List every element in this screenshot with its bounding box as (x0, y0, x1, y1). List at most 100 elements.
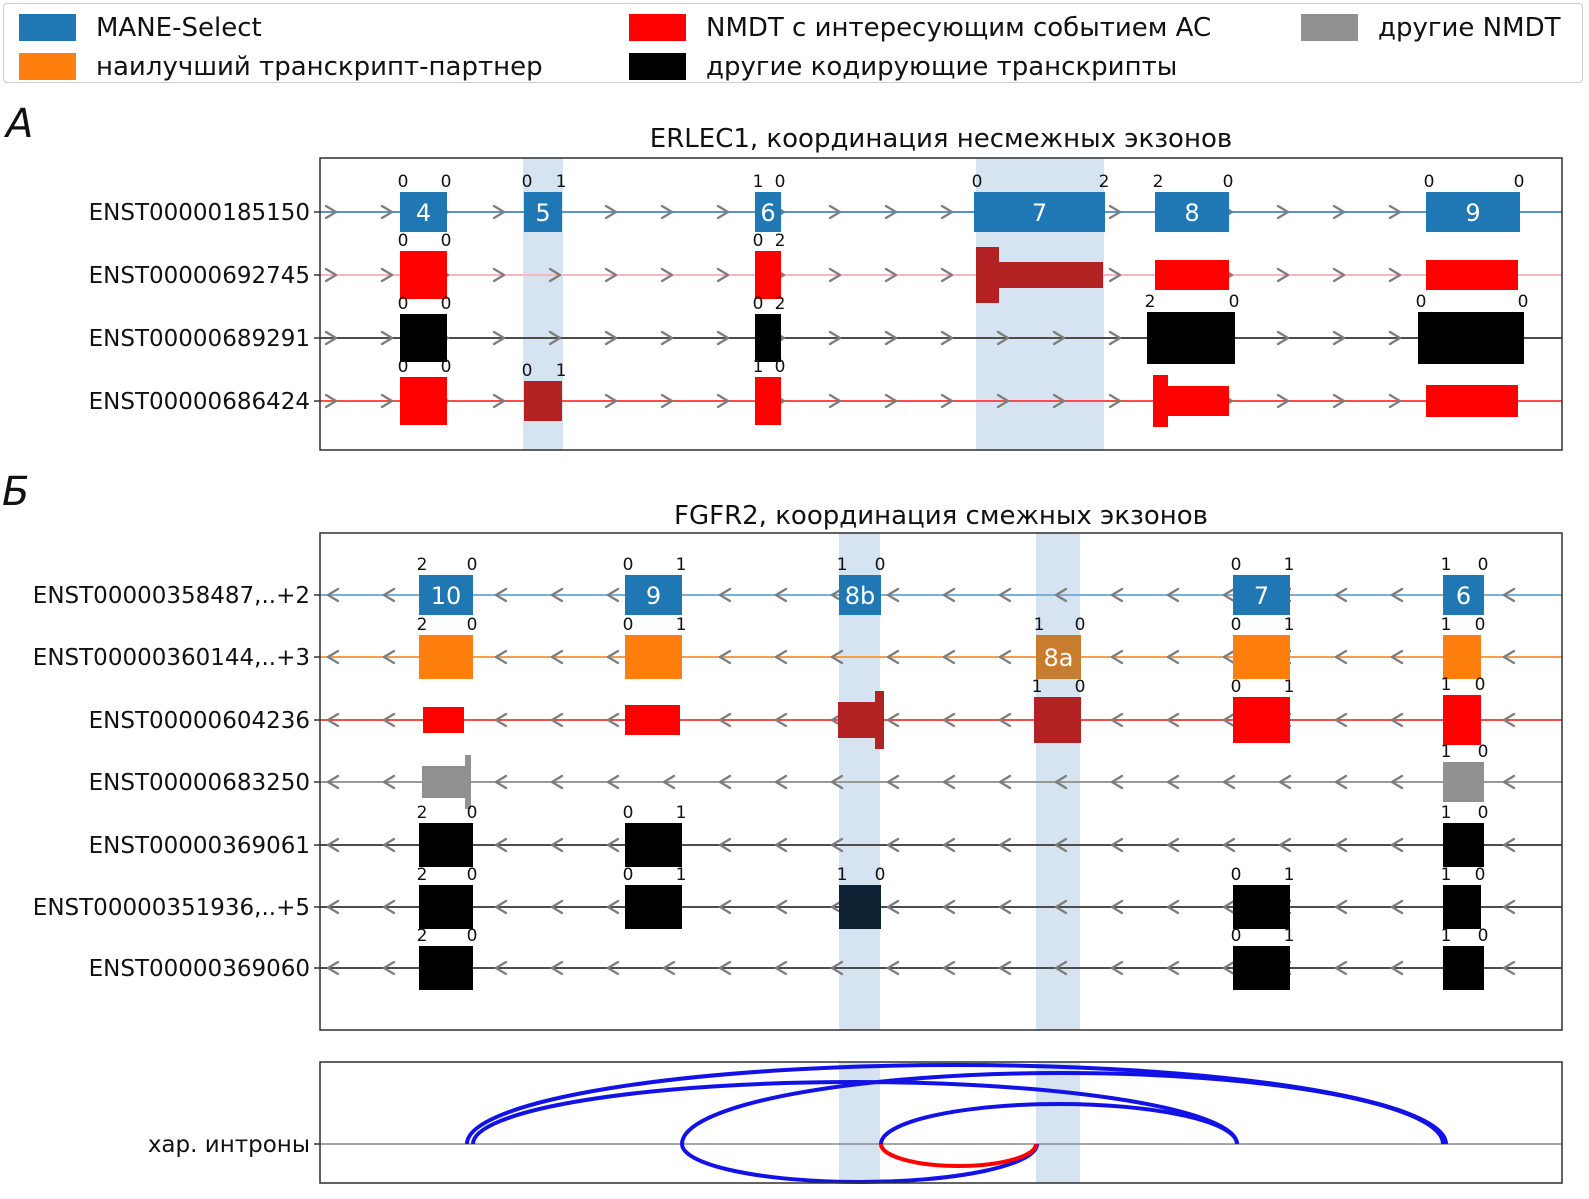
exon-count-left: 1 (1034, 615, 1045, 635)
exon-count-left: 0 (1231, 615, 1242, 635)
strand-arrow-icon (550, 837, 564, 853)
strand-arrow-icon (1222, 899, 1236, 915)
exon (419, 823, 473, 867)
exon (755, 251, 781, 299)
strand-arrow-icon (380, 204, 394, 220)
strand-arrow-icon (940, 267, 954, 283)
strand-arrow-icon (718, 960, 732, 976)
exon-count-right: 1 (1284, 555, 1295, 575)
strand-arrow-icon (382, 960, 396, 976)
exon-count-right: 0 (1075, 677, 1086, 697)
strand-arrow-icon (718, 774, 732, 790)
strand-arrow-icon (380, 267, 394, 283)
strand-arrow-icon (1334, 774, 1348, 790)
exon-count-right: 1 (676, 865, 687, 885)
strand-arrow-icon (1110, 712, 1124, 728)
strand-arrow-icon (606, 712, 620, 728)
exon-count-left: 0 (398, 294, 409, 314)
exon (1233, 885, 1290, 929)
strand-arrow-icon (1390, 837, 1404, 853)
exon (422, 766, 469, 798)
exon-label: 5 (535, 199, 550, 227)
strand-arrow-icon (1390, 712, 1404, 728)
strand-arrow-icon (382, 587, 396, 603)
strand-arrow-icon (942, 837, 956, 853)
exon-count-left: 1 (1441, 926, 1452, 946)
strand-arrow-icon (1054, 587, 1068, 603)
strand-arrow-icon (886, 649, 900, 665)
exon-count-left: 0 (1416, 292, 1427, 312)
strand-arrow-icon (1390, 587, 1404, 603)
exon-count-right: 0 (775, 357, 786, 377)
strand-arrow-icon (1054, 960, 1068, 976)
strand-arrow-icon (660, 330, 674, 346)
strand-arrow-icon (998, 587, 1012, 603)
strand-arrow-icon (1334, 587, 1348, 603)
exon (1153, 375, 1168, 427)
strand-arrow-icon (550, 899, 564, 915)
exon-label: 9 (1465, 199, 1480, 227)
strand-arrow-icon (774, 774, 788, 790)
exon (755, 192, 781, 232)
exon-count-right: 0 (1478, 803, 1489, 823)
exon-count-right: 0 (467, 865, 478, 885)
legend-item-nmdt-event: NMDT с интересующим событием AC (629, 14, 1211, 41)
strand-arrow-icon (1502, 960, 1516, 976)
strand-arrow-icon (1110, 899, 1124, 915)
strand-arrow-icon (998, 774, 1012, 790)
exon-count-right: 0 (467, 615, 478, 635)
exon-count-right: 0 (1475, 615, 1486, 635)
exon-count-left: 2 (1153, 172, 1164, 192)
strand-arrow-icon (326, 649, 340, 665)
exon (875, 691, 884, 749)
strand-arrow-icon (1334, 649, 1348, 665)
strand-arrow-icon (886, 837, 900, 853)
strand-arrow-icon (716, 330, 730, 346)
strand-arrow-icon (1108, 393, 1122, 409)
strand-arrow-icon (1388, 393, 1402, 409)
strand-arrow-icon (1222, 587, 1236, 603)
strand-arrow-icon (886, 960, 900, 976)
exon-count-right: 1 (676, 555, 687, 575)
exon (625, 575, 682, 615)
exon (419, 946, 473, 990)
transcript-label: ENST00000369061 (89, 833, 310, 859)
strand-arrow-icon (1390, 774, 1404, 790)
exon (1443, 695, 1481, 745)
exon (1443, 823, 1484, 867)
strand-arrow-icon (1332, 267, 1346, 283)
strand-arrow-icon (326, 774, 340, 790)
strand-arrow-icon (1110, 587, 1124, 603)
strand-arrow-icon (1390, 899, 1404, 915)
strand-arrow-icon (1052, 393, 1066, 409)
strand-arrow-icon (606, 649, 620, 665)
strand-arrow-icon (1390, 649, 1404, 665)
exon (1036, 635, 1081, 679)
exon-count-right: 0 (875, 555, 886, 575)
exon-count-right: 0 (441, 294, 452, 314)
exon-count-right: 0 (441, 231, 452, 251)
exon (524, 192, 562, 232)
exon (974, 192, 1105, 232)
exon-count-left: 0 (972, 172, 983, 192)
strand-arrow-icon (1388, 267, 1402, 283)
exon-count-left: 0 (1231, 865, 1242, 885)
strand-arrow-icon (718, 587, 732, 603)
strand-arrow-icon (716, 393, 730, 409)
legend: MANE-Select наилучший транскрипт-партнер… (3, 3, 1583, 83)
intron-arc (879, 1143, 1038, 1168)
exon-count-left: 1 (1032, 677, 1043, 697)
strand-arrow-icon (830, 960, 844, 976)
exon-count-right: 0 (467, 555, 478, 575)
strand-arrow-icon (326, 712, 340, 728)
exon-count-left: 0 (1231, 926, 1242, 946)
strand-arrow-icon (548, 330, 562, 346)
strand-arrow-icon (1110, 649, 1124, 665)
exon-label: 9 (646, 582, 661, 610)
legend-label: другие NMDT (1378, 12, 1561, 43)
exon-count-right: 1 (676, 615, 687, 635)
exon-count-left: 1 (1441, 865, 1452, 885)
legend-item-mane: MANE-Select (19, 14, 262, 41)
strand-arrow-icon (494, 899, 508, 915)
